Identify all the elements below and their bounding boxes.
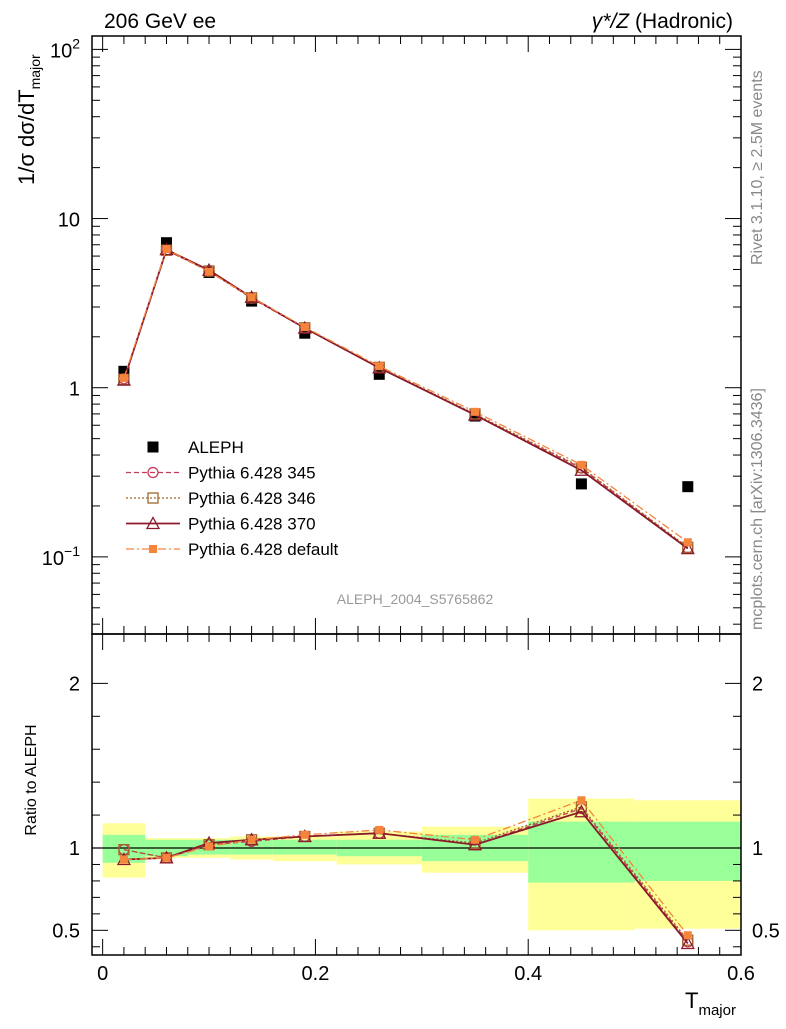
ratio-y-ticks: 0.5 0.5 1 1 2 2 — [52, 673, 780, 948]
header-right-prefix: γ*/Z — [592, 10, 631, 33]
main-point-aleph — [373, 368, 385, 380]
legend-label-p346: Pythia 6.428 346 — [188, 489, 316, 508]
legend-label-aleph: ALEPH — [188, 438, 244, 457]
ratio-point-pdef — [205, 842, 214, 851]
main-point-p346 — [203, 265, 215, 277]
main-point-pdef — [471, 407, 480, 416]
ratio-panel: 0.5 0.5 1 1 2 2 0 0.2 0.4 0.6 Ratio to ALEPH Tmajor — [23, 633, 780, 1019]
header-left: 206 GeV ee — [104, 10, 216, 33]
band-inner — [272, 839, 337, 855]
band-inner — [634, 821, 741, 881]
main-point-pdef — [119, 374, 128, 383]
legend-marker-p370 — [145, 516, 161, 530]
legend-item-aleph: ALEPH — [147, 438, 244, 457]
ratio-y-tick-label-left: 0.5 — [52, 920, 80, 942]
x-axis-label: Tmajor — [685, 988, 736, 1019]
ratio-point-pdef — [247, 835, 256, 844]
ratio-point-pdef — [375, 825, 384, 834]
legend-marker-pdef — [149, 545, 157, 553]
main-y-tick-label-base: 10 — [42, 548, 64, 570]
header-right: γ*/Z (Hadronic) — [592, 10, 733, 33]
main-point-aleph — [682, 481, 694, 493]
main-point-pdef — [375, 362, 384, 371]
x-axis-label-main: T — [685, 988, 698, 1013]
legend-marker-p346 — [147, 492, 159, 504]
band-inner — [230, 839, 273, 855]
main-point-p370 — [574, 462, 589, 476]
main-series-pdef — [119, 245, 692, 547]
main-point-aleph — [575, 478, 587, 490]
legend-marker-aleph — [147, 441, 159, 453]
mcplots-label: mcplots.cern.ch [arXiv:1306.3436] — [749, 388, 766, 630]
ratio-y-tick-label-left: 2 — [69, 673, 80, 695]
main-point-pdef — [683, 538, 692, 547]
legend-label-p370: Pythia 6.428 370 — [188, 515, 316, 534]
main-y-tick-label-exp: 2 — [72, 35, 80, 51]
ratio-point-pdef — [300, 830, 309, 839]
main-point-pdef — [577, 460, 586, 469]
legend-item-p370: Pythia 6.428 370 — [126, 515, 316, 534]
main-y-axis-label: 1/σ dσ/dTmajor — [14, 54, 43, 185]
main-y-tick-label: 10−1 — [42, 543, 80, 570]
band-inner — [528, 821, 635, 883]
main-line-p346 — [123, 249, 689, 548]
ratio-x-ticks: 0 0.2 0.4 0.6 — [97, 634, 755, 985]
legend-item-pdef: Pythia 6.428 default — [126, 540, 339, 559]
ratio-y-axis-label: Ratio to ALEPH — [23, 724, 40, 835]
header-right-suffix: (Hadronic) — [629, 10, 733, 33]
main-point-pdef — [300, 323, 309, 332]
ratio-y-tick-label-right: 1 — [752, 838, 763, 860]
main-y-tick-label-base: 10 — [58, 210, 80, 232]
ratio-point-pdef — [471, 835, 480, 844]
ratio-point-pdef — [683, 931, 692, 940]
uncertainty-bands — [102, 798, 741, 931]
ratio-point-p370 — [574, 804, 589, 818]
main-point-pdef — [162, 245, 171, 254]
legend-marker-p345 — [147, 466, 159, 479]
ratio-x-tick-label: 0.2 — [302, 963, 330, 985]
legend-item-p345: Pythia 6.428 345 — [126, 464, 316, 483]
main-y-tick-label-exp: −1 — [64, 543, 80, 559]
main-y-tick-label: 10 — [58, 210, 80, 232]
ratio-x-tick-label: 0 — [97, 963, 108, 985]
main-y-tick-label-base: 1 — [69, 379, 80, 401]
ratio-x-tick-label: 0.4 — [514, 963, 542, 985]
ratio-frame — [91, 633, 742, 956]
watermark: ALEPH_2004_S5765862 — [337, 591, 494, 607]
ratio-point-p370 — [680, 936, 695, 950]
main-point-aleph — [469, 410, 481, 422]
ratio-point-pdef — [577, 796, 586, 805]
main-point-aleph — [118, 365, 130, 377]
header: 206 GeV ee γ*/Z (Hadronic) — [104, 10, 733, 33]
ratio-x-tick-label: 0.6 — [727, 963, 755, 985]
main-y-tick-label-base: 10 — [50, 40, 72, 62]
main-y-axis-label-sub: major — [27, 54, 43, 89]
legend-label-pdef: Pythia 6.428 default — [188, 540, 339, 559]
main-point-pdef — [205, 267, 214, 276]
main-y-tick-label: 1 — [69, 379, 80, 401]
main-y-tick-label: 102 — [50, 35, 80, 62]
rivet-label: Rivet 3.1.10, ≥ 2.5M events — [749, 70, 766, 265]
main-point-pdef — [247, 293, 256, 302]
ratio-y-tick-label-right: 2 — [752, 673, 763, 695]
ratio-y-tick-label-right: 0.5 — [752, 920, 780, 942]
main-y-axis-label-main: 1/σ dσ/dT — [14, 89, 39, 185]
ratio-point-p370 — [467, 837, 483, 851]
legend: ALEPH Pythia 6.428 345 Pythia 6.428 346 Pyt… — [126, 438, 339, 559]
ratio-point-pdef — [119, 855, 128, 864]
ratio-series-pdef — [119, 796, 692, 940]
legend-item-p346: Pythia 6.428 346 — [126, 489, 316, 508]
legend-label-p345: Pythia 6.428 345 — [188, 464, 316, 483]
ratio-y-tick-label-left: 1 — [69, 838, 80, 860]
ratio-point-pdef — [162, 853, 171, 862]
main-point-p370 — [680, 541, 695, 555]
main-line-p345 — [123, 249, 689, 549]
x-axis-label-sub: major — [698, 1002, 736, 1019]
